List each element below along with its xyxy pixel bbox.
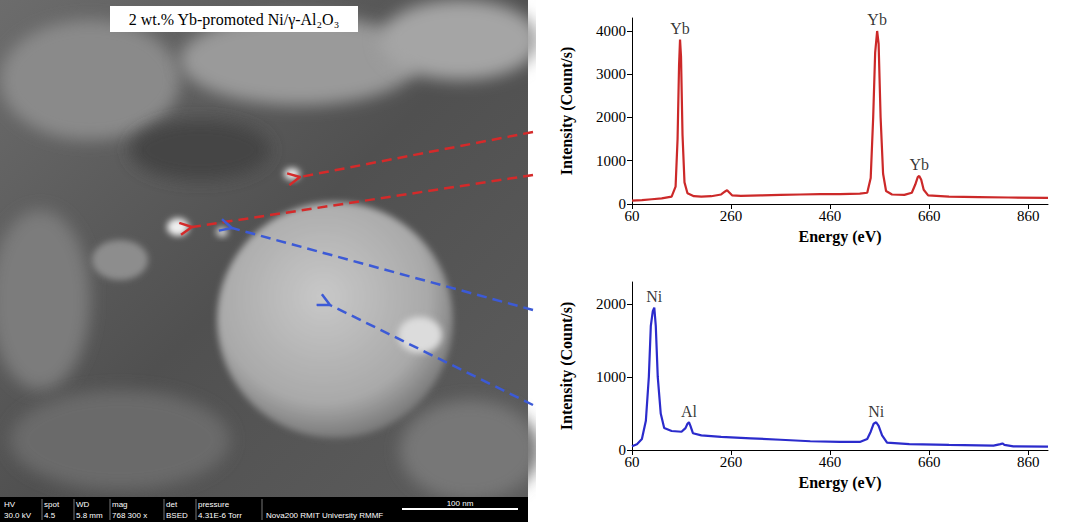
svg-text:860: 860	[1017, 454, 1039, 470]
svg-text:Ni: Ni	[868, 403, 885, 420]
svg-text:660: 660	[918, 454, 941, 470]
svg-text:Intensity (Count/s): Intensity (Count/s)	[558, 302, 576, 430]
svg-text:660: 660	[918, 208, 941, 224]
svg-text:30.0 kV: 30.0 kV	[4, 511, 32, 520]
svg-text:spot: spot	[44, 500, 60, 509]
svg-text:460: 460	[819, 454, 842, 470]
svg-text:768 300 x: 768 300 x	[112, 511, 147, 520]
svg-text:2000: 2000	[596, 296, 626, 312]
svg-text:Al: Al	[681, 403, 698, 420]
svg-text:260: 260	[720, 208, 743, 224]
svg-text:460: 460	[819, 208, 842, 224]
svg-text:260: 260	[720, 454, 743, 470]
svg-text:2 wt.% Yb-promoted Ni/γ-Al₂O₃: 2 wt.% Yb-promoted Ni/γ-Al₂O₃	[129, 11, 340, 29]
svg-text:4.31E-6 Torr: 4.31E-6 Torr	[198, 511, 242, 520]
svg-text:1000: 1000	[596, 153, 626, 169]
svg-text:Yb: Yb	[670, 20, 690, 37]
svg-text:HV: HV	[4, 500, 16, 509]
svg-text:Yb: Yb	[909, 156, 929, 173]
svg-text:4000: 4000	[596, 23, 626, 39]
svg-text:Yb: Yb	[867, 11, 887, 28]
svg-text:0: 0	[618, 442, 626, 458]
svg-text:5.8 mm: 5.8 mm	[76, 511, 103, 520]
svg-text:0: 0	[618, 196, 626, 212]
svg-text:mag: mag	[112, 500, 128, 509]
svg-text:Ni: Ni	[646, 288, 663, 305]
svg-text:3000: 3000	[596, 66, 626, 82]
svg-text:BSED: BSED	[166, 511, 188, 520]
svg-text:860: 860	[1017, 208, 1039, 224]
svg-text:Energy (eV): Energy (eV)	[798, 474, 881, 492]
svg-text:Energy (eV): Energy (eV)	[798, 228, 881, 246]
svg-text:Intensity (Count/s): Intensity (Count/s)	[558, 47, 576, 175]
svg-text:Nova200 RMIT University RMMF: Nova200 RMIT University RMMF	[266, 511, 383, 520]
svg-text:1000: 1000	[596, 369, 626, 385]
svg-text:60: 60	[625, 454, 640, 470]
svg-text:2000: 2000	[596, 109, 626, 125]
svg-text:WD: WD	[76, 500, 90, 509]
svg-text:4.5: 4.5	[44, 511, 56, 520]
svg-text:60: 60	[625, 208, 640, 224]
svg-text:pressure: pressure	[198, 500, 230, 509]
svg-text:100 nm: 100 nm	[447, 499, 474, 508]
svg-text:det: det	[166, 500, 178, 509]
